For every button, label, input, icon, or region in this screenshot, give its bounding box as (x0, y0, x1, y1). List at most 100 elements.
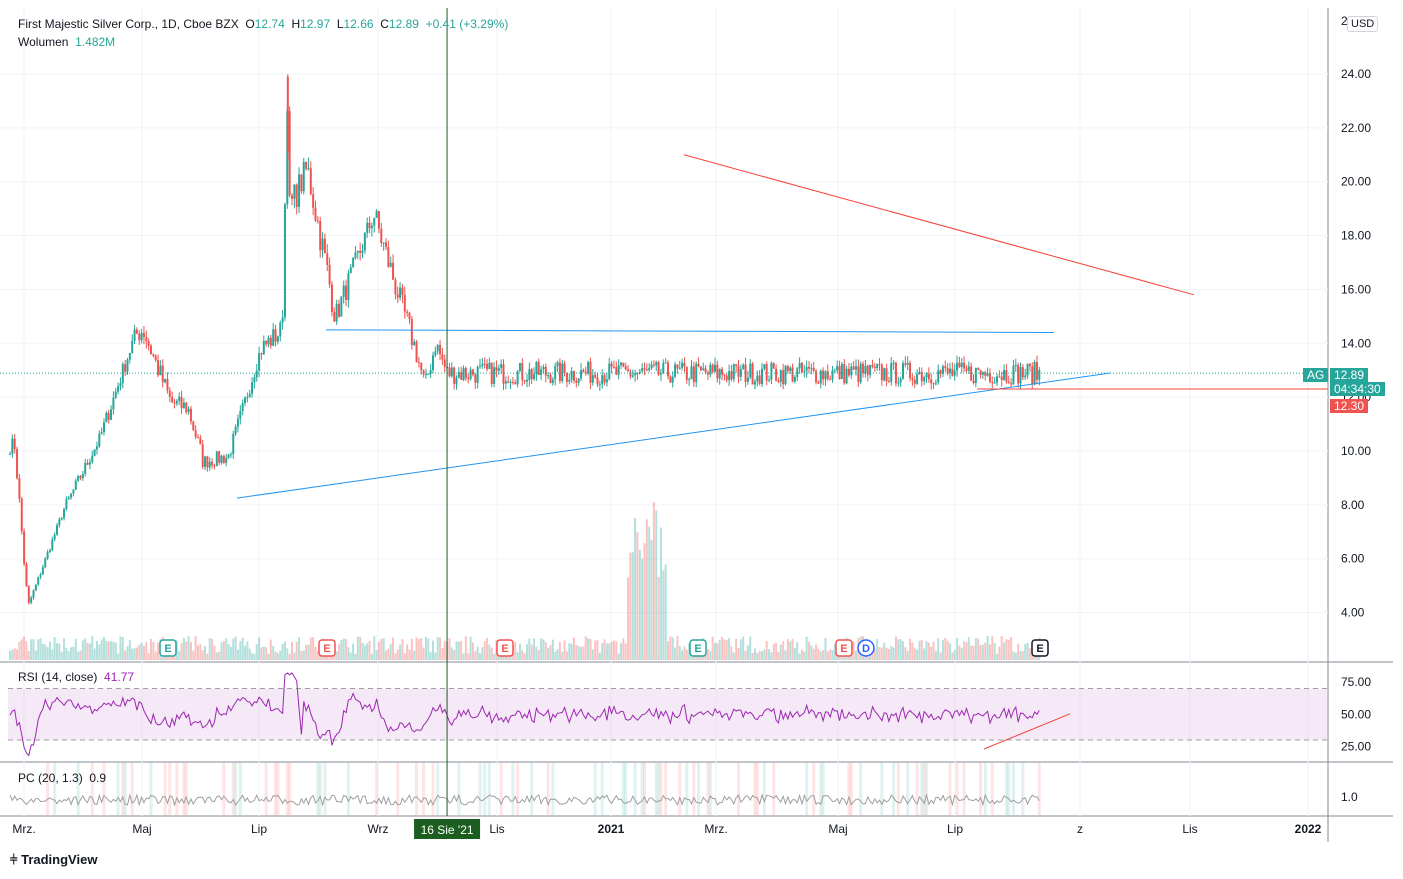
volume-bar (293, 652, 296, 660)
pc-highlight (621, 763, 625, 815)
volume-bar (44, 644, 47, 660)
candle-body (192, 421, 195, 431)
volume-bar (479, 653, 481, 660)
candle-body (840, 363, 843, 380)
candle-body (401, 287, 404, 295)
volume-bar (30, 639, 33, 660)
volume-bar (298, 637, 301, 660)
candle-body (993, 382, 996, 384)
candle-body (624, 366, 627, 370)
volume-bar (692, 653, 695, 660)
pc-highlight (962, 763, 966, 815)
volume-bar (471, 642, 474, 660)
candle-body (103, 422, 105, 433)
candle-body (495, 367, 498, 371)
volume-bar (934, 651, 937, 660)
pc-highlight (979, 763, 983, 815)
candle-body (974, 368, 977, 384)
volume-bar (286, 648, 289, 660)
pc-highlight (238, 763, 242, 815)
candle-body (274, 329, 277, 342)
volume-bar (1028, 648, 1031, 660)
volume-bar (335, 651, 338, 660)
trendline-neckline (325, 329, 1055, 334)
volume-bar (685, 649, 688, 660)
high-label: H (291, 17, 301, 31)
candle-body (385, 242, 387, 247)
currency-button[interactable]: USD (1347, 16, 1379, 32)
candle-body (248, 393, 251, 398)
volume-bar (100, 639, 103, 660)
volume-bar (659, 527, 662, 660)
volume-bar (46, 647, 49, 660)
tradingview-logo[interactable]: ⫩ TradingView (10, 852, 97, 868)
pc-highlight (184, 763, 188, 815)
volume-bar (476, 646, 479, 660)
candle-body (899, 378, 902, 383)
pc-highlight (762, 763, 766, 815)
event-badge (159, 639, 177, 657)
candle-body (328, 264, 331, 285)
candle-body (439, 344, 442, 355)
volume-bar (227, 644, 230, 660)
candle-body (211, 461, 214, 466)
volume-bar (488, 644, 491, 660)
candle-body (133, 329, 136, 341)
candle-body (483, 363, 486, 365)
volume-bar (855, 650, 857, 660)
candle-body (187, 408, 190, 413)
candle-body (131, 340, 134, 354)
volume-bar (930, 646, 933, 660)
candle-body (876, 363, 879, 369)
volume-bar (706, 649, 709, 660)
candle-body (171, 396, 174, 403)
candle-body (838, 366, 841, 380)
volume-bar (211, 638, 214, 660)
volume-bar (798, 653, 801, 660)
candle-body (232, 433, 235, 455)
candle-body (434, 351, 437, 356)
candle-body (589, 362, 592, 383)
candle-body (1010, 383, 1013, 385)
rsi-line (9, 672, 1040, 757)
volume-bar (128, 639, 131, 660)
volume-bar (126, 646, 129, 660)
candle-body (467, 377, 470, 380)
candle-body (826, 371, 829, 379)
pc-highlight (90, 763, 94, 815)
candle-body (67, 497, 70, 500)
volume-bar (944, 637, 947, 660)
time-tick-label: Lis (489, 822, 504, 836)
volume-bar (998, 646, 1001, 660)
candle-body (34, 584, 37, 591)
volume-bar (528, 638, 531, 660)
candle-body (800, 362, 803, 373)
candle-body (142, 333, 145, 337)
volume-bar (852, 641, 855, 660)
volume-bar (347, 647, 350, 660)
candle-body (88, 462, 91, 465)
candle-body (121, 364, 124, 384)
time-tick-label: Wrz (367, 822, 388, 836)
candle-body (984, 372, 987, 376)
candle-body (636, 373, 639, 375)
countdown-tag: 04:34:30 (1330, 382, 1385, 396)
volume-bar (131, 648, 134, 660)
candle-body (173, 402, 176, 404)
candle-body (220, 455, 223, 463)
volume-bar (967, 637, 970, 660)
volume-bar (897, 639, 900, 660)
volume-bar (730, 646, 733, 660)
volume-bar (577, 646, 580, 660)
volume-bar (67, 651, 70, 660)
volume-bar (605, 643, 608, 660)
rsi-tick-label: 50.00 (1341, 707, 1371, 721)
candle-body (862, 363, 865, 374)
volume-bar (622, 638, 625, 660)
close-value: 12.89 (388, 17, 419, 31)
candle-body (737, 365, 740, 377)
candle-body (751, 363, 754, 385)
candle-body (105, 412, 108, 423)
candle-body (307, 168, 310, 170)
